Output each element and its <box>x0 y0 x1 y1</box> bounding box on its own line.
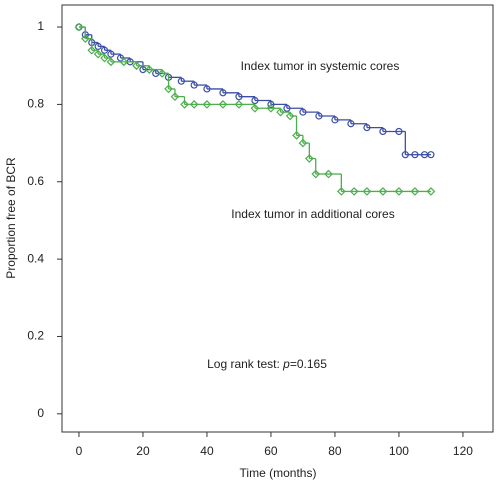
x-tick-label: 60 <box>264 444 278 458</box>
censor-marker <box>304 154 314 163</box>
test-prefix: Log rank test: <box>207 357 283 371</box>
censor-marker <box>190 81 198 89</box>
censor-marker <box>292 130 301 140</box>
censor-marker <box>164 84 173 94</box>
censor-marker <box>349 187 359 196</box>
censor-marker <box>235 93 243 101</box>
test-value: =0.165 <box>290 357 327 371</box>
annotation: Index tumor in systemic cores <box>241 59 400 73</box>
x-tick-label: 80 <box>328 444 342 458</box>
test-note: Log rank test: p=0.165 <box>207 357 327 371</box>
censor-marker <box>395 127 403 136</box>
y-tick-label: 0.6 <box>27 174 44 188</box>
censor-marker <box>331 116 339 124</box>
censor-marker <box>411 151 419 159</box>
censor-marker <box>311 169 321 179</box>
censor-marker <box>119 57 129 67</box>
censor-marker <box>299 108 307 116</box>
x-tick-label: 40 <box>200 444 214 458</box>
censor-marker <box>177 77 185 85</box>
censor-marker <box>106 57 116 67</box>
censor-marker <box>410 187 420 196</box>
test-symbol: p <box>282 357 290 371</box>
censor-marker <box>170 92 180 102</box>
censor-marker <box>427 151 435 159</box>
censor-marker <box>401 151 409 159</box>
censor-marker <box>394 187 404 196</box>
censor-marker <box>267 100 275 109</box>
censor-marker <box>81 34 90 43</box>
censor-marker <box>250 103 260 113</box>
censor-marker <box>315 112 323 120</box>
censor-marker <box>203 85 211 93</box>
censor-marker <box>234 100 244 109</box>
censor-marker <box>285 111 295 121</box>
censor-marker <box>218 100 228 109</box>
annotation: Index tumor in additional cores <box>231 207 394 221</box>
x-tick-label: 0 <box>76 444 83 458</box>
censor-marker <box>219 89 227 97</box>
censor-marker <box>94 42 102 50</box>
censor-marker <box>347 120 355 128</box>
y-tick-label: 0.8 <box>27 97 44 111</box>
censor-marker <box>298 138 308 148</box>
censor-marker <box>378 187 388 196</box>
censor-marker <box>276 107 285 117</box>
censor-marker <box>157 69 167 78</box>
censor-marker <box>107 50 115 58</box>
censor-marker <box>87 45 97 55</box>
censor-marker <box>100 46 109 54</box>
y-tick-label: 0.2 <box>27 329 44 343</box>
censor-marker <box>145 65 154 74</box>
y-tick-label: 0.4 <box>27 251 44 265</box>
y-axis-label: Proportion free of BCR <box>4 157 18 279</box>
censor-marker <box>336 187 346 196</box>
censor-marker <box>266 103 276 113</box>
y-tick-label: 1 <box>37 19 44 33</box>
plot-frame <box>61 4 494 433</box>
censor-marker <box>283 104 291 112</box>
censor-marker <box>132 61 141 71</box>
censor-marker <box>251 96 259 105</box>
censor-marker <box>363 124 371 132</box>
x-axis-label: Time (months) <box>240 466 317 480</box>
x-tick-label: 20 <box>136 444 150 458</box>
censor-marker <box>202 100 212 109</box>
censor-marker <box>379 127 387 136</box>
y-tick-label: 0 <box>37 406 44 420</box>
censor-marker <box>180 100 189 109</box>
censor-marker <box>74 22 84 32</box>
x-tick-label: 120 <box>453 444 473 458</box>
x-tick-label: 100 <box>389 444 409 458</box>
censor-marker <box>93 49 103 59</box>
censor-marker <box>426 187 436 196</box>
censor-marker <box>100 53 109 63</box>
censor-marker <box>362 187 372 196</box>
censor-marker <box>324 169 333 179</box>
censor-marker <box>189 100 199 109</box>
